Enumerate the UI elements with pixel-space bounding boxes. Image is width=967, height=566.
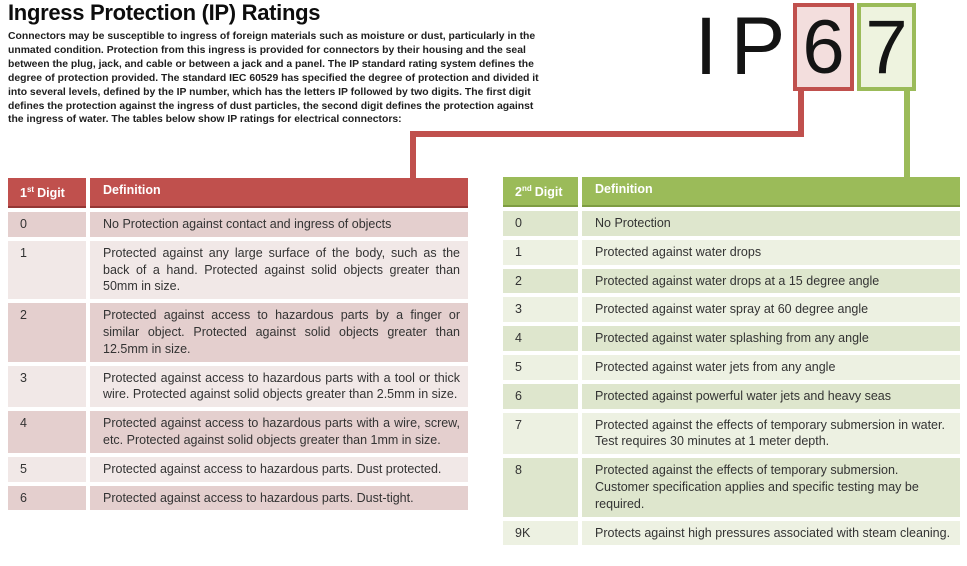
second-digit-connector-line bbox=[904, 91, 910, 177]
ip-code-letter-p: P bbox=[730, 1, 786, 92]
first-digit-table: 1st Digit Definition 0 No Protection agai… bbox=[8, 178, 468, 511]
second-digit-value: 7 bbox=[865, 4, 908, 90]
ip-code-letter-i: I bbox=[694, 1, 718, 92]
definition-column-header: Definition bbox=[90, 178, 468, 208]
digit-cell: 6 bbox=[8, 485, 86, 511]
table-row: 2 Protected against water drops at a 15 … bbox=[503, 268, 960, 294]
digit-cell: 6 bbox=[503, 383, 578, 409]
definition-cell: Protects against high pressures associat… bbox=[582, 520, 960, 546]
first-digit-box: 6 bbox=[793, 3, 854, 91]
first-digit-connector-line-vertical-top bbox=[798, 91, 804, 135]
table-row: 2 Protected against access to hazardous … bbox=[8, 303, 468, 362]
table-row: 4 Protected against water splashing from… bbox=[503, 326, 960, 351]
definition-cell: Protected against water drops at a 15 de… bbox=[582, 268, 960, 294]
table-row: 7 Protected against the effects of tempo… bbox=[503, 412, 960, 455]
table-row: 5 Protected against access to hazardous … bbox=[8, 456, 468, 482]
definition-column-header: Definition bbox=[582, 177, 960, 207]
table-row: 3 Protected against water spray at 60 de… bbox=[503, 297, 960, 323]
table-row: 8 Protected against the effects of tempo… bbox=[503, 458, 960, 517]
table-row: 6 Protected against powerful water jets … bbox=[503, 383, 960, 409]
second-digit-box: 7 bbox=[857, 3, 916, 91]
digit-cell: 1 bbox=[8, 240, 86, 300]
digit-column-header: 1st Digit bbox=[8, 178, 86, 208]
definition-cell: Protected against water spray at 60 degr… bbox=[582, 297, 960, 323]
digit-cell: 3 bbox=[8, 365, 86, 408]
definition-cell: Protected against access to hazardous pa… bbox=[90, 411, 468, 453]
digit-cell: 4 bbox=[503, 326, 578, 351]
table-row: 5 Protected against water jets from any … bbox=[503, 354, 960, 380]
table-row: 6 Protected against access to hazardous … bbox=[8, 485, 468, 511]
table-row: 1 Protected against any large surface of… bbox=[8, 240, 468, 300]
first-digit-value: 6 bbox=[802, 4, 845, 90]
table-row: 4 Protected against access to hazardous … bbox=[8, 411, 468, 453]
table-header-row: 2nd Digit Definition bbox=[503, 177, 960, 207]
definition-cell: Protected against any large surface of t… bbox=[90, 240, 468, 300]
page-title: Ingress Protection (IP) Ratings bbox=[8, 0, 321, 25]
digit-cell: 5 bbox=[503, 354, 578, 380]
digit-cell: 2 bbox=[503, 268, 578, 294]
second-digit-table: 2nd Digit Definition 0 No Protection 1 Pr… bbox=[503, 177, 960, 546]
definition-cell: No Protection against contact and ingres… bbox=[90, 211, 468, 237]
table-row: 0 No Protection against contact and ingr… bbox=[8, 211, 468, 237]
table-row: 0 No Protection bbox=[503, 210, 960, 236]
first-digit-connector-line-vertical-bottom bbox=[410, 131, 416, 178]
digit-cell: 4 bbox=[8, 411, 86, 453]
definition-cell: Protected against powerful water jets an… bbox=[582, 383, 960, 409]
definition-cell: Protected against the effects of tempora… bbox=[582, 458, 960, 517]
digit-cell: 1 bbox=[503, 239, 578, 265]
definition-cell: Protected against the effects of tempora… bbox=[582, 412, 960, 455]
definition-cell: Protected against access to hazardous pa… bbox=[90, 303, 468, 362]
intro-paragraph: Connectors may be susceptible to ingress… bbox=[8, 31, 539, 126]
definition-cell: Protected against access to hazardous pa… bbox=[90, 456, 468, 482]
table-row: 3 Protected against access to hazardous … bbox=[8, 365, 468, 408]
digit-cell: 5 bbox=[8, 456, 86, 482]
table-row: 1 Protected against water drops bbox=[503, 239, 960, 265]
digit-cell: 2 bbox=[8, 303, 86, 362]
digit-column-header: 2nd Digit bbox=[503, 177, 578, 207]
table-row: 9K Protects against high pressures assoc… bbox=[503, 520, 960, 546]
digit-cell: 9K bbox=[503, 520, 578, 546]
definition-cell: No Protection bbox=[582, 210, 960, 236]
definition-cell: Protected against access to hazardous pa… bbox=[90, 365, 468, 408]
definition-cell: Protected against access to hazardous pa… bbox=[90, 485, 468, 511]
digit-cell: 0 bbox=[503, 210, 578, 236]
definition-cell: Protected against water splashing from a… bbox=[582, 326, 960, 351]
digit-cell: 3 bbox=[503, 297, 578, 323]
digit-cell: 8 bbox=[503, 458, 578, 517]
first-digit-connector-line-horizontal bbox=[410, 131, 804, 137]
digit-cell: 7 bbox=[503, 412, 578, 455]
digit-cell: 0 bbox=[8, 211, 86, 237]
definition-cell: Protected against water drops bbox=[582, 239, 960, 265]
definition-cell: Protected against water jets from any an… bbox=[582, 354, 960, 380]
table-header-row: 1st Digit Definition bbox=[8, 178, 468, 208]
